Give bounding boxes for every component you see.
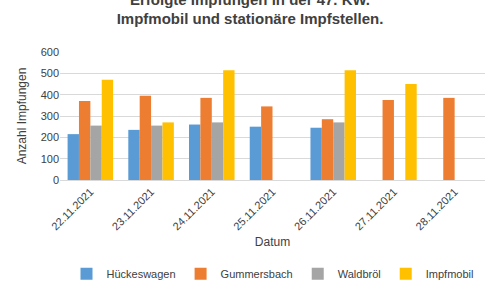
svg-text:600: 600 <box>41 46 59 58</box>
svg-text:Hückeswagen: Hückeswagen <box>107 268 176 280</box>
svg-text:25.11.2021: 25.11.2021 <box>231 186 278 233</box>
svg-text:Anzahl Impfungen: Anzahl Impfungen <box>15 68 29 165</box>
svg-text:200: 200 <box>41 131 59 143</box>
svg-text:27.11.2021: 27.11.2021 <box>352 186 399 233</box>
svg-text:Impfmobil: Impfmobil <box>426 268 474 280</box>
svg-text:28.11.2021: 28.11.2021 <box>413 186 460 233</box>
svg-text:26.11.2021: 26.11.2021 <box>292 186 339 233</box>
svg-text:Gummersbach: Gummersbach <box>221 268 293 280</box>
svg-text:0: 0 <box>53 174 59 186</box>
svg-text:Datum: Datum <box>255 235 290 249</box>
svg-text:24.11.2021: 24.11.2021 <box>170 186 217 233</box>
svg-text:100: 100 <box>41 153 59 165</box>
svg-text:Erfolgte Impfungen in der 47.: Erfolgte Impfungen in der 47. KW.Impfmob… <box>117 0 384 27</box>
svg-text:400: 400 <box>41 89 59 101</box>
svg-text:300: 300 <box>41 110 59 122</box>
svg-text:23.11.2021: 23.11.2021 <box>110 186 157 233</box>
svg-text:22.11.2021: 22.11.2021 <box>49 186 96 233</box>
svg-text:Waldbröl: Waldbröl <box>338 268 381 280</box>
svg-text:500: 500 <box>41 67 59 79</box>
